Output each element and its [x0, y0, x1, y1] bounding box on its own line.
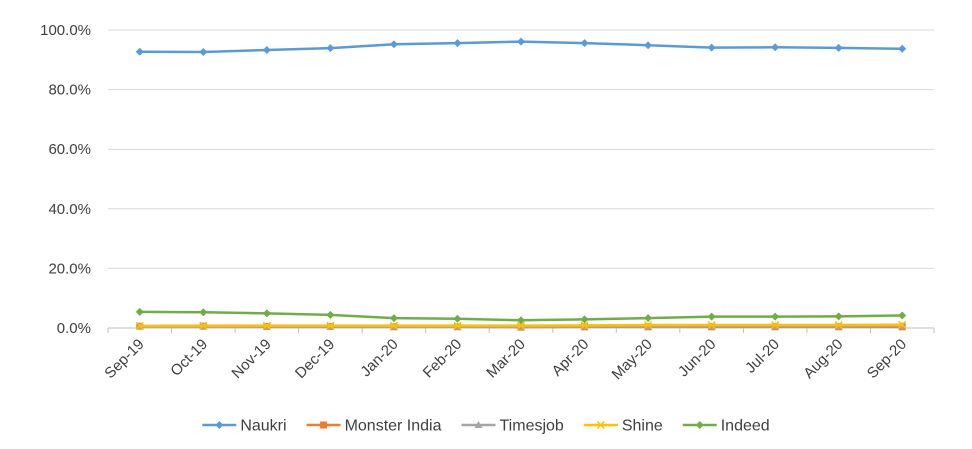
x-tick-label: Oct-19: [167, 336, 211, 380]
legend-item: Indeed: [682, 418, 770, 435]
data-point: [516, 321, 526, 330]
x-tick-label: May-20: [609, 336, 656, 383]
data-point: [474, 421, 483, 428]
data-point: [707, 312, 716, 321]
data-point: [771, 312, 780, 321]
legend-label: Timesjob: [500, 418, 564, 435]
series-lines: [135, 37, 907, 331]
data-point: [834, 43, 843, 52]
legend-item: Naukri: [202, 418, 287, 435]
legend: Naukri Monster India Timesjob Shine Indeed: [202, 418, 770, 435]
y-tick-label: 100.0%: [40, 22, 91, 39]
data-point: [695, 421, 704, 429]
x-tick-label: Mar-20: [483, 336, 529, 382]
data-point: [389, 40, 398, 49]
x-tick-label: Nov-19: [228, 336, 274, 382]
data-point: [199, 321, 208, 330]
legend-label: Shine: [622, 418, 663, 435]
data-point: [898, 320, 907, 329]
x-tick-label: Dec-19: [292, 336, 338, 382]
y-tick-label: 0.0%: [57, 320, 91, 337]
y-tick-label: 80.0%: [48, 82, 91, 99]
y-tick-label: 60.0%: [48, 141, 91, 158]
data-point: [707, 43, 716, 52]
data-point: [326, 310, 335, 319]
legend-label: Indeed: [721, 418, 770, 435]
legend-label: Monster India: [345, 418, 442, 435]
data-point: [389, 321, 398, 330]
data-point: [135, 321, 144, 330]
y-tick-label: 20.0%: [48, 260, 91, 277]
x-tick-label: Sep-19: [101, 336, 147, 382]
data-point: [262, 309, 271, 318]
legend-item: Timesjob: [461, 418, 564, 435]
gridlines: [108, 29, 934, 329]
x-tick-label: Sep-20: [864, 336, 910, 382]
data-point: [517, 37, 525, 46]
data-point: [707, 320, 716, 330]
data-point: [135, 307, 144, 316]
x-tick-label: Jul-20: [742, 336, 783, 377]
x-tick-label: Jun-20: [675, 336, 719, 380]
data-point: [644, 320, 653, 330]
data-point: [580, 315, 589, 324]
data-point: [898, 311, 907, 320]
x-axis: Sep-19 Oct-19 Nov-19 Dec-19 Jan-20 Feb-20 Mar-…: [101, 327, 935, 383]
y-tick-label: 40.0%: [48, 201, 91, 218]
x-tick-label: Feb-20: [420, 336, 466, 382]
legend-item: Shine: [583, 418, 663, 435]
data-point: [453, 321, 462, 330]
data-point: [453, 314, 462, 323]
x-tick-label: Apr-20: [549, 336, 593, 380]
data-point: [320, 421, 328, 429]
data-point: [199, 308, 208, 317]
data-point: [262, 321, 271, 330]
data-point: [389, 314, 398, 323]
data-point: [580, 39, 589, 48]
x-tick-label: Jan-20: [357, 336, 401, 380]
y-axis: 0.0% 20.0% 40.0% 60.0% 80.0% 100.0%: [40, 22, 91, 337]
series-shine: [135, 320, 907, 330]
legend-label: Naukri: [240, 418, 286, 435]
data-point: [834, 320, 843, 330]
data-point: [199, 48, 208, 57]
data-point: [644, 41, 653, 50]
data-point: [898, 44, 907, 53]
data-point: [262, 45, 271, 54]
data-point: [644, 314, 653, 323]
legend-item: Monster India: [306, 418, 442, 435]
data-point: [453, 39, 462, 48]
x-tick-label: Aug-20: [800, 336, 846, 382]
series-naukri: [135, 37, 907, 57]
data-point: [517, 316, 525, 325]
data-point: [326, 321, 335, 330]
data-point: [771, 320, 780, 330]
data-point: [135, 47, 144, 56]
data-point: [326, 44, 335, 53]
data-point: [834, 312, 843, 321]
data-point: [596, 420, 605, 430]
data-point: [771, 43, 780, 52]
data-point: [215, 421, 224, 429]
series-indeed: [135, 307, 907, 325]
data-point: [580, 321, 589, 330]
